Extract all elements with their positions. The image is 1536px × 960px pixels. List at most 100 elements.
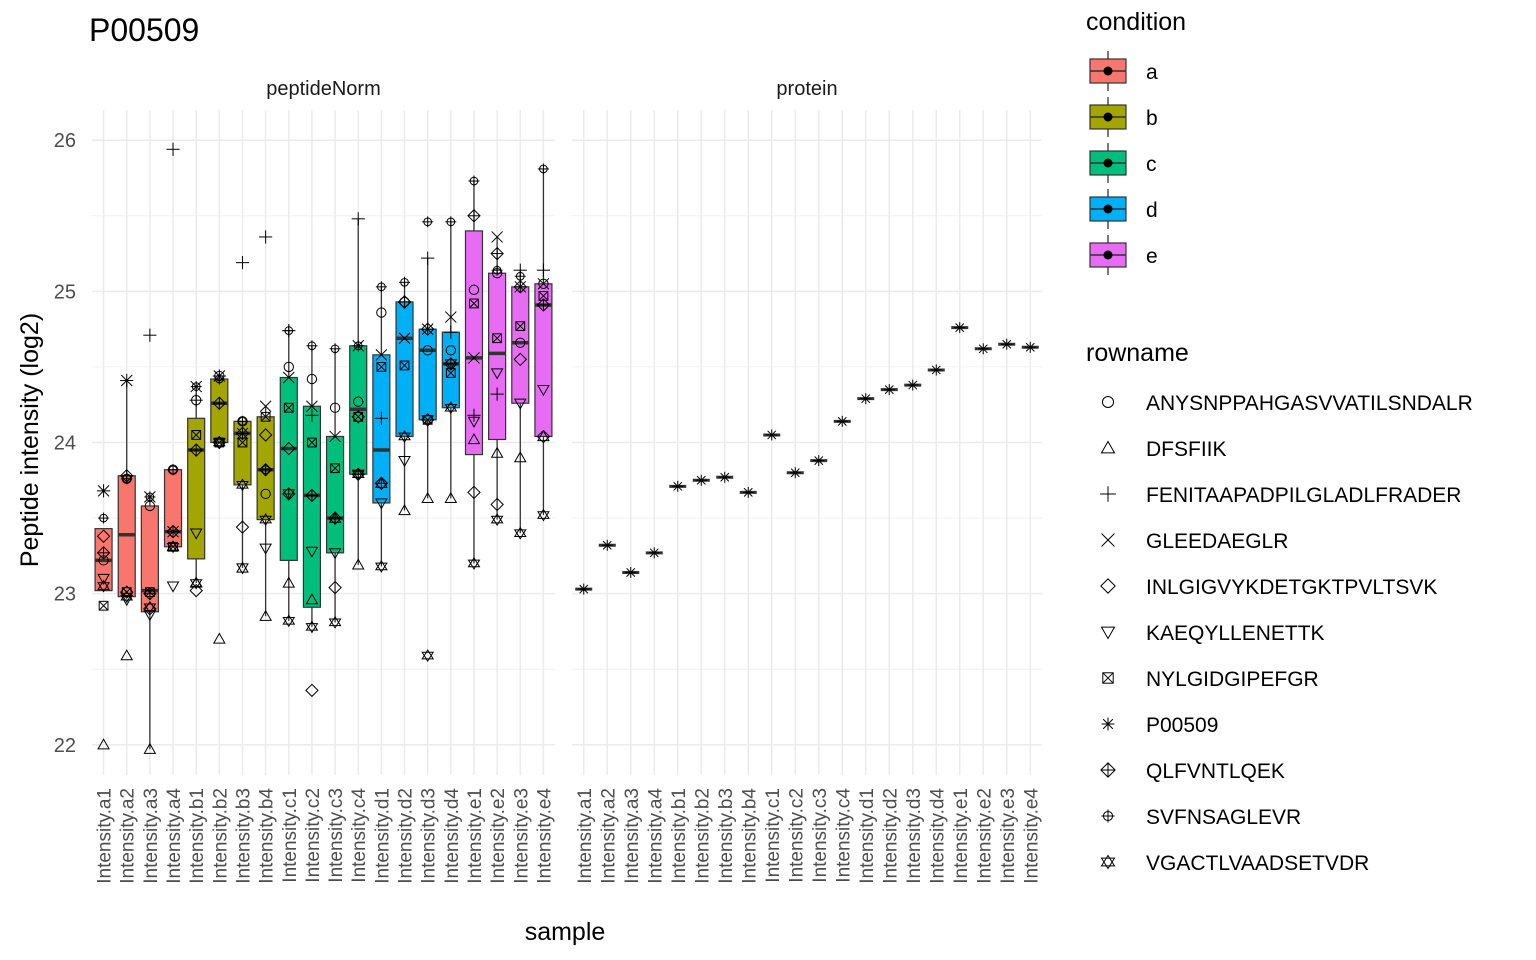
protein-box [645,547,663,559]
x-tick-label: Intensity.e1 [951,788,972,884]
point-circle [306,373,318,385]
x-tick-label: Intensity.d4 [927,788,948,884]
protein-point [883,384,895,396]
point-diamond-plus [513,280,528,294]
point-square-x [399,360,410,371]
peptide-points [96,142,551,754]
protein-box [763,429,781,441]
protein-box [974,343,992,355]
protein-point [860,393,872,405]
legend-shape-diamond-plus [1100,762,1116,778]
x-tick-label: Intensity.c3 [326,788,347,883]
rowname-legend-item: P00509 [1101,714,1218,737]
point-star-david [259,513,273,527]
x-tick-label: Intensity.e3 [998,788,1019,884]
rowname-legend-item: DFSFIIK [1100,438,1227,461]
point-star-david [421,649,435,663]
condition-legend-item: b [1089,97,1158,137]
point-triangle-down [166,581,180,593]
point-diamond-plus [282,487,296,501]
point-square-x [307,437,317,448]
rowname-legend-item: QLFVNTLQEK [1100,760,1285,783]
point-star-david [97,579,110,593]
point-circle-plus [98,512,110,524]
x-tick-label: Intensity.e3 [511,788,532,884]
point-triangle [97,738,110,750]
x-tick-label: Intensity.a1 [575,788,596,884]
x-tick-label: Intensity.a2 [118,788,139,884]
point-square-x [260,411,271,422]
point-triangle [537,429,550,442]
point-diamond-plus [235,426,250,441]
rowname-legend-item: VGACTLVAADSETVDR [1100,852,1369,875]
point-star-david [444,401,458,415]
condition-legend-item: e [1089,235,1158,275]
point-cross [329,430,341,443]
point-diamond-plus [328,511,342,525]
legend-shape-circle [1101,395,1115,409]
point-plus [259,230,273,244]
point-circle-plus [468,175,480,187]
box-Intensity.a3 [140,496,159,750]
point-circle [515,337,526,348]
point-circle-plus [236,415,248,427]
x-axis: Intensity.a1 Intensity.a2 Intensity.a3 Inte… [95,788,1043,884]
legend-shape-triangle [1100,440,1116,454]
point-star-david [305,620,319,634]
rowname-legend-title: rowname [1086,339,1189,367]
point-star-david [212,436,226,449]
x-tick-label: Intensity.d2 [880,788,901,884]
point-cross [259,400,272,413]
point-diamond-plus [374,476,389,491]
protein-point [954,322,966,334]
point-square-x [515,321,526,332]
point-cross [375,348,388,361]
point-circle-plus [144,491,156,503]
y-axis-label: Peptide intensity (log2) [16,313,44,567]
y-tick-label: 25 [54,281,76,303]
box-body [302,405,322,608]
condition-legend-label: e [1146,245,1158,268]
point-circle-plus [352,340,364,352]
point-triangle-down [490,368,504,380]
condition-legend-label: d [1146,199,1158,222]
point-star-david [328,615,342,629]
point-star-david [189,576,203,590]
protein-point [907,379,919,391]
x-tick-label: Intensity.b1 [187,788,208,884]
rowname-legend-label: P00509 [1146,714,1218,737]
point-diamond [513,352,528,367]
box-body [140,505,159,613]
protein-point [813,455,825,467]
point-square-x [330,463,340,474]
x-tick-label: Intensity.a2 [598,788,619,884]
box-body [511,286,530,404]
point-square-x [422,414,433,425]
point-cross [97,485,110,497]
protein-box [716,471,734,483]
protein-point [672,480,684,492]
point-star-david [166,540,180,554]
protein-point [766,429,778,441]
point-circle [260,488,271,500]
point-diamond-plus [467,209,481,223]
point-circle [376,307,387,318]
x-tick-label: Intensity.b4 [739,788,760,884]
rowname-legend-item: SVFNSAGLEVR [1101,806,1301,829]
point-circle-plus [491,264,503,276]
rowname-legend-label: ANYSNPPAHGASVVATILSNDALR [1146,392,1473,415]
box-body [464,230,484,456]
protein-point [977,343,989,355]
point-circle-plus [306,340,318,352]
x-tick-label: Intensity.c3 [810,788,831,883]
x-tick-label: Intensity.a4 [164,788,185,884]
protein-box [692,474,710,486]
protein-box [810,455,828,467]
point-square-x [191,430,202,440]
point-cross [398,332,411,345]
boxes [94,168,553,750]
point-square-x [492,333,503,344]
point-triangle [351,558,365,570]
point-circle [445,345,457,356]
y-tick-label: 23 [54,584,76,606]
